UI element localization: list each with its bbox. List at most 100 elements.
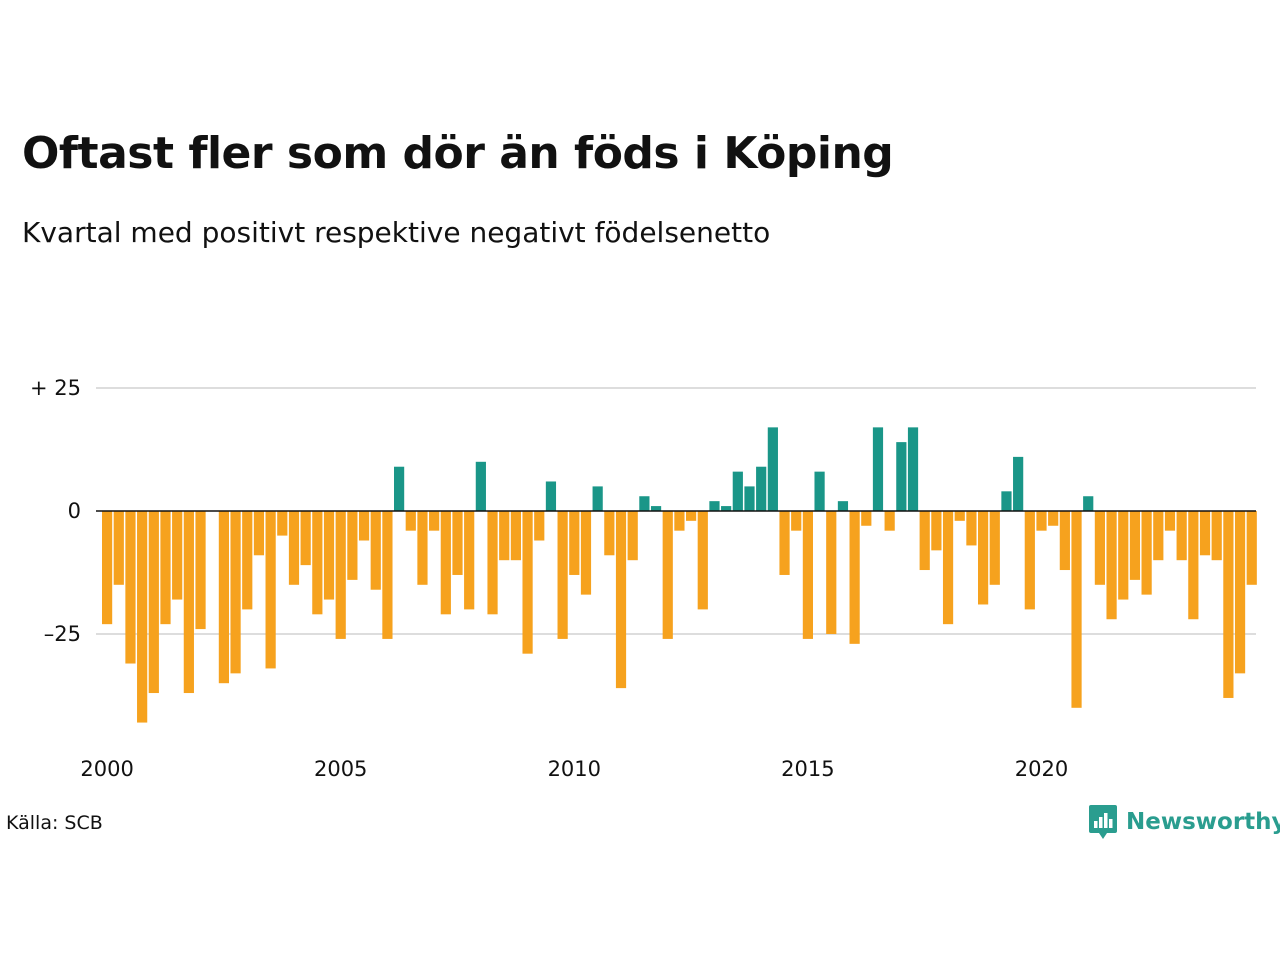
bar — [394, 466, 405, 511]
bar — [499, 511, 510, 561]
bar — [861, 511, 872, 526]
bar — [1176, 511, 1187, 561]
gridlines — [96, 387, 1256, 635]
bar — [604, 511, 615, 556]
bar — [966, 511, 977, 546]
bar — [592, 486, 603, 511]
bar — [300, 511, 311, 566]
bar — [978, 511, 989, 605]
bar — [242, 511, 253, 610]
bar — [277, 511, 288, 536]
chart-subtitle: Kvartal med positivt respektive negativt… — [22, 216, 771, 249]
bar — [802, 511, 813, 639]
x-tick-label: 2005 — [314, 757, 367, 781]
bar — [1141, 511, 1152, 595]
bar — [791, 511, 802, 531]
bar — [942, 511, 954, 625]
bar — [172, 511, 183, 600]
bar — [650, 506, 662, 511]
x-tick-label: 2000 — [80, 757, 133, 781]
bar — [674, 511, 685, 531]
bar — [686, 511, 697, 521]
bar — [522, 511, 533, 654]
bar — [697, 511, 708, 610]
bar — [826, 511, 837, 634]
bar — [1118, 511, 1129, 600]
bar — [1071, 511, 1082, 708]
bar — [767, 427, 778, 511]
bar — [1246, 511, 1257, 585]
bar — [1223, 511, 1234, 698]
bar — [896, 442, 907, 511]
bar — [1164, 511, 1176, 531]
bar — [1083, 496, 1094, 511]
bar — [358, 511, 370, 541]
x-tick-label: 2015 — [781, 757, 834, 781]
bar — [884, 511, 895, 531]
bar — [148, 511, 159, 694]
bars — [102, 427, 1257, 723]
bar — [487, 511, 498, 615]
bar — [569, 511, 580, 575]
bar — [615, 511, 627, 689]
bar — [709, 501, 720, 511]
bar — [557, 511, 568, 639]
y-tick-label: –25 — [44, 622, 81, 646]
x-axis-ticks: 2000 2005 2010 2015 2020 — [80, 757, 1068, 781]
bar — [1129, 511, 1141, 580]
bar — [639, 496, 650, 511]
bar — [113, 511, 124, 585]
bar — [405, 511, 416, 531]
bar — [1234, 511, 1246, 674]
bar — [872, 427, 884, 511]
bar — [195, 511, 206, 630]
bar — [534, 511, 545, 541]
source-note: Källa: SCB — [6, 812, 103, 834]
bar — [464, 511, 475, 610]
bar — [218, 511, 229, 684]
y-tick-label: + 25 — [30, 376, 81, 400]
bar — [429, 511, 440, 531]
x-tick-label: 2020 — [1015, 757, 1068, 781]
bar — [335, 511, 346, 639]
bar — [954, 511, 965, 521]
bar — [125, 511, 136, 664]
bar — [744, 486, 755, 511]
bar — [253, 511, 265, 556]
bar — [919, 511, 930, 571]
bar — [288, 511, 300, 585]
bar — [732, 471, 743, 511]
bar — [779, 511, 790, 575]
bar — [837, 501, 849, 511]
bar — [627, 511, 638, 561]
bar — [440, 511, 451, 615]
bar — [323, 511, 335, 600]
newsworthy-logo-icon — [1089, 805, 1117, 839]
y-axis-ticks: + 25 0 –25 — [30, 376, 81, 646]
bar — [1106, 511, 1117, 620]
chart-title: Oftast fler som dör än föds i Köping — [22, 128, 894, 179]
bar — [1024, 511, 1035, 610]
bar — [849, 511, 860, 644]
bar — [580, 511, 592, 595]
bar — [662, 511, 673, 639]
bar — [1211, 511, 1222, 561]
bar — [230, 511, 241, 674]
bar — [756, 466, 767, 511]
bar — [347, 511, 358, 580]
brand-logo: Newsworthy — [1088, 804, 1280, 840]
x-tick-label: 2010 — [548, 757, 601, 781]
bar — [1036, 511, 1047, 531]
bar — [1001, 491, 1012, 511]
bar — [1094, 511, 1105, 585]
bar — [721, 506, 732, 511]
bar — [989, 511, 1000, 585]
bar — [183, 511, 194, 694]
bar — [510, 511, 521, 561]
bar — [137, 511, 148, 723]
bar — [545, 481, 557, 511]
bar — [1188, 511, 1199, 620]
bar — [382, 511, 393, 639]
bar — [312, 511, 323, 615]
